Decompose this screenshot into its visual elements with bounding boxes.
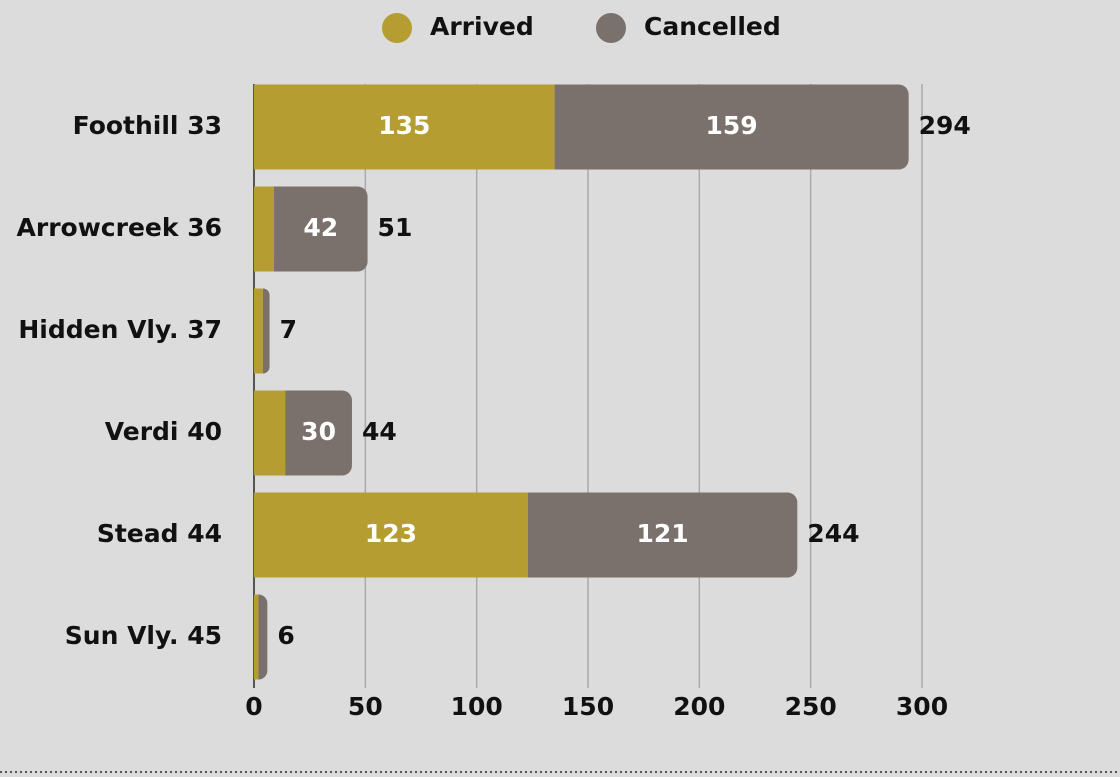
bar-segment bbox=[254, 492, 528, 578]
x-tick-label: 100 bbox=[451, 692, 503, 721]
x-tick-label: 300 bbox=[896, 692, 948, 721]
bar-segment bbox=[254, 186, 275, 272]
total-label: 244 bbox=[807, 519, 859, 548]
segment-label: 121 bbox=[636, 519, 688, 548]
total-label: 7 bbox=[280, 315, 297, 344]
x-tick-label: 0 bbox=[245, 692, 262, 721]
x-tick-label: 200 bbox=[673, 692, 725, 721]
x-tick-label: 250 bbox=[785, 692, 837, 721]
bar-segment bbox=[262, 288, 270, 374]
bar-segment bbox=[527, 492, 798, 578]
y-tick-label: Verdi 40 bbox=[105, 417, 222, 446]
x-tick-label: 50 bbox=[348, 692, 383, 721]
bar-segment bbox=[254, 390, 286, 476]
bar-segment bbox=[274, 186, 368, 272]
y-tick-label: Stead 44 bbox=[97, 519, 222, 548]
y-tick-label: Arrowcreek 36 bbox=[17, 213, 222, 242]
legend-label: Arrived bbox=[430, 12, 534, 41]
segment-label: 30 bbox=[301, 417, 336, 446]
total-label: 294 bbox=[919, 111, 971, 140]
y-tick-label: Sun Vly. 45 bbox=[65, 621, 222, 650]
bar-segment bbox=[254, 288, 263, 374]
total-label: 6 bbox=[277, 621, 294, 650]
total-label: 44 bbox=[362, 417, 397, 446]
bar-segment bbox=[254, 594, 259, 680]
y-tick-label: Foothill 33 bbox=[73, 111, 222, 140]
bar-segment bbox=[254, 84, 555, 170]
bar-segment bbox=[258, 594, 268, 680]
legend-swatch bbox=[382, 13, 412, 43]
segment-label: 159 bbox=[706, 111, 758, 140]
total-label: 51 bbox=[378, 213, 413, 242]
legend-swatch bbox=[596, 13, 626, 43]
bar-segment bbox=[554, 84, 909, 170]
y-tick-label: Hidden Vly. 37 bbox=[18, 315, 222, 344]
segment-label: 42 bbox=[303, 213, 338, 242]
segment-label: 123 bbox=[365, 519, 417, 548]
segment-label: 135 bbox=[378, 111, 430, 140]
bar-segment bbox=[285, 390, 352, 476]
legend-label: Cancelled bbox=[644, 12, 781, 41]
x-tick-label: 150 bbox=[562, 692, 614, 721]
